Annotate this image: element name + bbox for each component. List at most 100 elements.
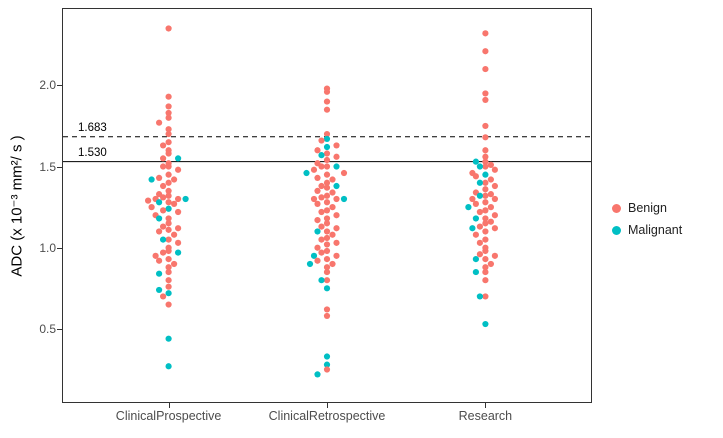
data-point-benign xyxy=(482,228,489,235)
data-point-benign xyxy=(482,264,489,271)
legend-label-malignant: Malignant xyxy=(628,223,683,237)
x-tick-label-clinical-prospective: ClinicalProspective xyxy=(115,409,222,423)
data-point-benign xyxy=(323,199,331,206)
data-point-benign xyxy=(171,176,178,183)
data-point-benign xyxy=(323,130,331,138)
data-point-benign xyxy=(323,88,331,95)
y-tick-mark xyxy=(57,328,62,330)
data-point-benign xyxy=(165,139,172,146)
data-point-malignant xyxy=(175,249,182,256)
data-point-benign xyxy=(165,179,172,186)
legend-dot-malignant-icon xyxy=(612,225,621,235)
legend-label-benign: Benign xyxy=(628,201,667,215)
data-point-benign xyxy=(323,192,331,199)
data-point-benign xyxy=(156,119,163,126)
data-point-benign xyxy=(329,176,336,183)
data-point-benign xyxy=(156,257,163,264)
data-point-benign xyxy=(333,212,340,219)
refline-label-0: 1.683 xyxy=(78,121,107,134)
legend-item-malignant: Malignant xyxy=(612,223,723,237)
data-point-benign xyxy=(175,225,182,232)
data-point-benign xyxy=(491,166,498,173)
data-point-benign xyxy=(145,197,152,204)
y-tick-label: 2.0 xyxy=(39,78,56,93)
data-point-malignant xyxy=(476,163,483,170)
data-point-benign xyxy=(491,195,498,203)
data-point-benign xyxy=(165,114,172,121)
data-point-benign xyxy=(175,166,182,173)
data-point-benign xyxy=(482,48,489,55)
data-point-benign xyxy=(487,191,494,198)
x-tick-label-research: Research xyxy=(458,409,513,423)
data-point-benign xyxy=(323,228,331,235)
data-point-benign xyxy=(314,187,321,194)
data-point-malignant xyxy=(156,199,163,206)
data-point-benign xyxy=(482,199,489,206)
data-point-benign xyxy=(323,220,331,227)
data-point-benign xyxy=(165,277,172,284)
data-point-malignant xyxy=(165,290,172,297)
data-point-benign xyxy=(165,93,172,100)
data-point-benign xyxy=(323,98,331,105)
data-point-benign xyxy=(318,194,325,201)
data-point-malignant xyxy=(340,195,348,203)
data-point-benign xyxy=(482,122,489,130)
data-point-benign xyxy=(487,218,494,225)
data-point-benign xyxy=(165,130,172,138)
data-point-benign xyxy=(329,189,336,196)
data-point-benign xyxy=(165,220,172,227)
data-point-benign xyxy=(482,255,489,263)
data-point-benign xyxy=(310,195,318,203)
data-point-benign xyxy=(333,195,340,203)
data-point-benign xyxy=(165,283,172,290)
data-point-benign xyxy=(323,106,331,113)
data-point-benign xyxy=(314,200,321,207)
data-point-benign xyxy=(482,96,489,104)
data-point-benign xyxy=(482,134,489,141)
data-point-benign xyxy=(160,163,167,170)
data-point-benign xyxy=(314,174,321,181)
data-point-benign xyxy=(165,236,172,243)
data-point-benign xyxy=(482,215,489,222)
data-point-malignant xyxy=(323,353,331,360)
data-point-benign xyxy=(165,109,172,117)
data-point-benign xyxy=(323,234,331,242)
data-point-benign xyxy=(165,215,172,222)
data-point-malignant xyxy=(310,252,318,259)
x-tick-mark xyxy=(168,403,170,408)
data-point-benign xyxy=(323,366,331,373)
data-point-benign xyxy=(310,166,318,173)
data-point-malignant xyxy=(165,335,172,342)
data-point-malignant xyxy=(148,176,155,183)
data-point-malignant xyxy=(156,215,163,222)
data-point-benign xyxy=(482,277,489,284)
data-point-benign xyxy=(148,204,155,211)
data-point-benign xyxy=(318,182,325,190)
data-point-benign xyxy=(482,90,489,97)
data-point-benign xyxy=(333,239,340,246)
x-tick-label-clinical-retrospective: ClinicalRetrospective xyxy=(268,409,386,423)
data-point-malignant xyxy=(160,236,167,243)
data-point-benign xyxy=(165,150,172,157)
data-point-benign xyxy=(482,158,489,165)
data-point-benign xyxy=(491,212,498,219)
data-point-benign xyxy=(323,306,331,313)
data-point-malignant xyxy=(323,285,331,292)
data-point-malignant xyxy=(469,225,476,232)
data-point-benign xyxy=(333,225,340,232)
data-point-benign xyxy=(476,239,483,246)
chart-canvas xyxy=(63,25,591,378)
data-point-benign xyxy=(171,231,178,238)
data-point-benign xyxy=(156,174,163,181)
data-point-benign xyxy=(165,192,172,199)
data-point-malignant xyxy=(476,293,483,300)
data-point-benign xyxy=(160,194,167,201)
data-point-benign xyxy=(165,226,172,233)
data-point-benign xyxy=(160,142,167,149)
y-tick-label: 1.0 xyxy=(39,240,56,255)
data-point-benign xyxy=(323,255,331,263)
data-point-benign xyxy=(156,228,163,235)
refline-label-1: 1.530 xyxy=(78,146,107,159)
data-point-benign xyxy=(318,163,325,170)
data-point-malignant xyxy=(333,182,340,190)
